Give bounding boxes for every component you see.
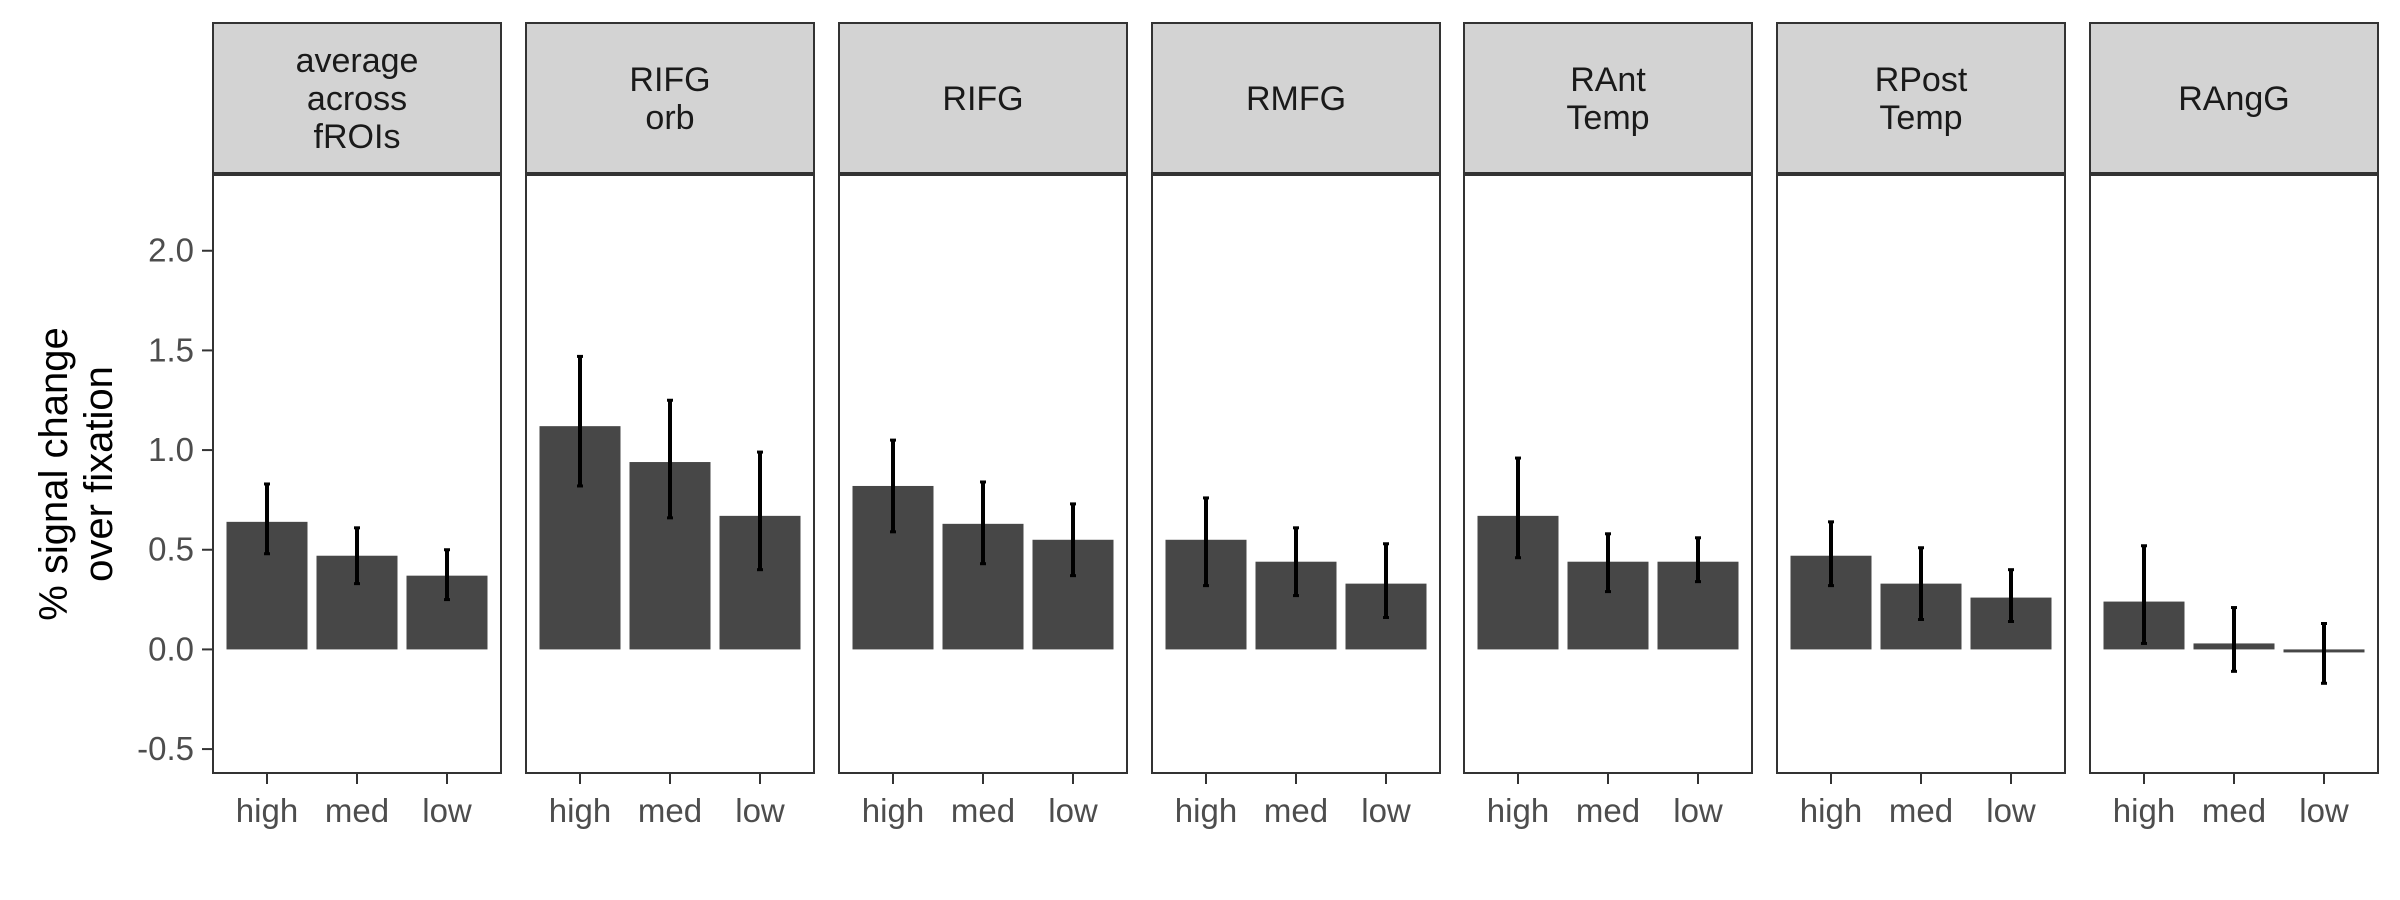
x-tick-label: low: [735, 792, 785, 829]
facet-strip-label-line: RMFG: [1246, 80, 1346, 118]
facet-strip: [2089, 22, 2379, 174]
x-tick-label: low: [1673, 792, 1723, 829]
panel-border: [212, 174, 502, 774]
facet-strip-label-line: across: [307, 80, 407, 118]
x-tick-label: med: [951, 792, 1015, 829]
facet-strip-label: RPost Temp: [1875, 61, 1968, 137]
y-axis-title-line: over fixation: [77, 366, 121, 582]
facet-strip-label-line: Temp: [1879, 99, 1962, 137]
facet-strip-label-line: fROIs: [314, 118, 401, 156]
facet-strip: [838, 22, 1128, 174]
facet-panel: average across fROIs high med low: [212, 22, 502, 829]
facet-strip-label: RIFG orb: [629, 61, 710, 137]
facet-strip-label-line: RAnt: [1570, 61, 1646, 99]
panel-border: [2089, 174, 2379, 774]
facet-strip-label: RMFG: [1246, 80, 1346, 118]
facet-strip-label-line: RAngG: [2178, 80, 2290, 118]
facet-panel: RIFG high med low: [838, 22, 1128, 829]
x-tick-label: high: [1800, 792, 1862, 829]
panel-border: [1151, 174, 1441, 774]
x-tick-label: med: [2202, 792, 2266, 829]
x-tick-label: med: [1889, 792, 1953, 829]
panel-border: [1776, 174, 2066, 774]
x-tick-label: low: [1361, 792, 1411, 829]
x-tick-label: med: [638, 792, 702, 829]
facet-strip: [1151, 22, 1441, 174]
x-tick-label: high: [549, 792, 611, 829]
facet-panel: RIFG orb high med low: [525, 22, 815, 829]
y-axis: -0.5 0.0 0.5 1.0 1.5 2.0: [137, 232, 213, 767]
x-tick-label: high: [2113, 792, 2175, 829]
x-tick-label: high: [1487, 792, 1549, 829]
y-tick-label: -0.5: [137, 730, 194, 767]
facet-strip-label: RAnt Temp: [1566, 61, 1649, 137]
facet-strip-label-line: average: [296, 42, 419, 80]
x-tick-label: med: [325, 792, 389, 829]
facet-strip-label-line: orb: [645, 99, 694, 137]
x-tick-label: med: [1264, 792, 1328, 829]
facet-strip-label-line: RIFG: [629, 61, 710, 99]
x-tick-label: low: [1048, 792, 1098, 829]
y-axis-title-line: % signal change: [32, 327, 76, 621]
x-tick-label: low: [2299, 792, 2349, 829]
facet-strip-label: average across fROIs: [296, 42, 419, 156]
y-tick-label: 1.5: [148, 331, 194, 368]
facet-strip-label-line: RIFG: [942, 80, 1023, 118]
facet-strip-label: RAngG: [2178, 80, 2290, 118]
y-tick-label: 0.0: [148, 630, 194, 667]
facet-strip-label-line: Temp: [1566, 99, 1649, 137]
facet-panel: RAnt Temp high med low: [1463, 22, 1753, 829]
panel-border: [1463, 174, 1753, 774]
facet-panel: RMFG high med low: [1151, 22, 1441, 829]
facet-strip-label-line: RPost: [1875, 61, 1968, 99]
facet-strip: [1776, 22, 2066, 174]
x-tick-label: high: [1175, 792, 1237, 829]
x-tick-label: med: [1576, 792, 1640, 829]
facet-strip-label: RIFG: [942, 80, 1023, 118]
panel-border: [838, 174, 1128, 774]
y-tick-label: 2.0: [148, 232, 194, 269]
y-tick-label: 0.5: [148, 531, 194, 568]
y-axis-title: % signal changeover fixation: [32, 327, 121, 621]
x-tick-label: high: [236, 792, 298, 829]
x-tick-label: low: [422, 792, 472, 829]
facet-panel: RPost Temp high med low: [1776, 22, 2066, 829]
x-tick-label: high: [862, 792, 924, 829]
x-tick-label: low: [1986, 792, 2036, 829]
facet-strip: [1463, 22, 1753, 174]
facet-panel: RAngG high med low: [2089, 22, 2379, 829]
y-tick-label: 1.0: [148, 431, 194, 468]
